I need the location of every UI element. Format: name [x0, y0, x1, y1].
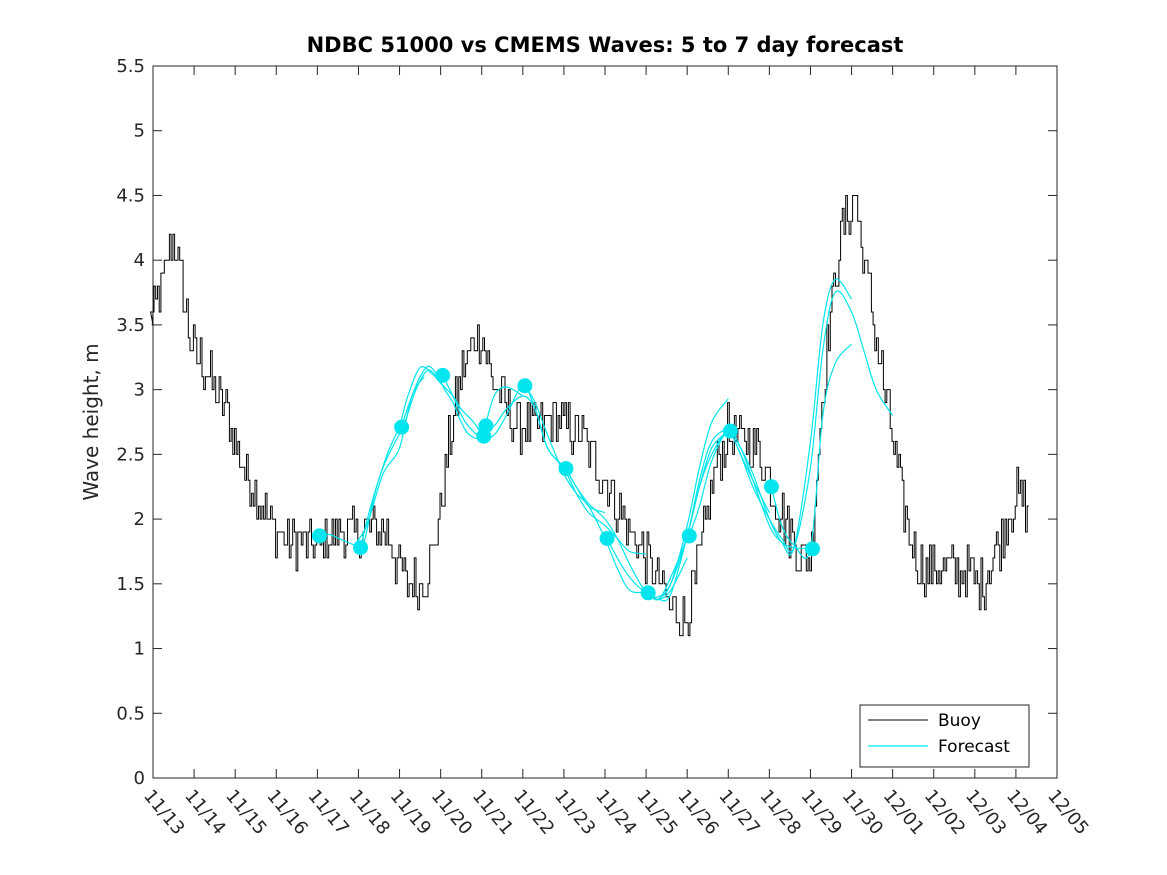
y-tick-label: 5: [134, 121, 145, 142]
forecast-marker: [722, 423, 738, 439]
y-tick-label: 0.5: [116, 703, 145, 724]
y-tick-label: 4.5: [116, 185, 145, 206]
legend-label-buoy: Buoy: [938, 711, 981, 731]
legend-label-forecast: Forecast: [938, 737, 1010, 757]
forecast-marker: [435, 367, 451, 383]
forecast-line: [353, 376, 425, 546]
forecast-marker: [805, 541, 821, 557]
plot-area: [153, 66, 1057, 778]
y-axis-label: Wave height, m: [79, 343, 103, 500]
forecast-line: [401, 365, 524, 439]
legend: Buoy Forecast: [859, 704, 1030, 768]
forecast-line: [729, 290, 894, 553]
forecast-line: [657, 398, 729, 600]
series-buoy: [149, 195, 1029, 637]
plot-frame: [152, 65, 1058, 779]
y-tick-label: 5.5: [116, 56, 145, 77]
forecast-line: [688, 278, 852, 556]
y-axis: 0 0.5 1 1.5 2 2.5 3 3.5 4 4.5 5 5.5: [116, 56, 1057, 789]
forecast-marker: [311, 528, 327, 544]
chart-title: NDBC 51000 vs CMEMS Waves: 5 to 7 day fo…: [307, 33, 904, 57]
forecast-markers: [311, 367, 821, 601]
forecast-marker: [478, 418, 494, 434]
y-tick-label: 1.5: [116, 574, 145, 595]
forecast-marker: [558, 461, 574, 477]
forecast-marker: [353, 540, 369, 556]
forecast-marker: [394, 419, 410, 435]
y-tick-label: 3.5: [116, 315, 145, 336]
y-tick-label: 0: [134, 768, 145, 789]
legend-box: [859, 704, 1030, 768]
forecast-line: [359, 369, 483, 548]
forecast-marker: [599, 531, 615, 547]
y-tick-label: 2.5: [116, 444, 145, 465]
buoy-line: [149, 195, 1029, 637]
forecast-marker: [681, 528, 697, 544]
forecast-marker: [763, 479, 779, 495]
forecast-marker: [517, 378, 533, 394]
y-tick-label: 1: [134, 639, 145, 660]
y-tick-label: 4: [134, 250, 145, 271]
y-tick-label: 3: [134, 380, 145, 401]
forecast-marker: [640, 585, 656, 601]
y-tick-label: 2: [134, 509, 145, 530]
